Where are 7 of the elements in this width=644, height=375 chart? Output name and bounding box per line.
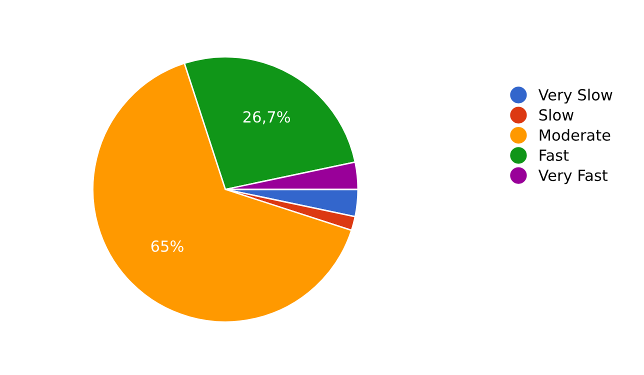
legend-label: Moderate — [540, 129, 610, 141]
data-label: 26,7% — [243, 111, 290, 124]
legend-label: Very Slow — [538, 88, 612, 104]
data-label: 65% — [151, 240, 184, 252]
legend-label: Fast — [540, 150, 569, 161]
legend-label: Slow — [539, 108, 574, 121]
legend-label: Very Fast — [538, 170, 608, 184]
